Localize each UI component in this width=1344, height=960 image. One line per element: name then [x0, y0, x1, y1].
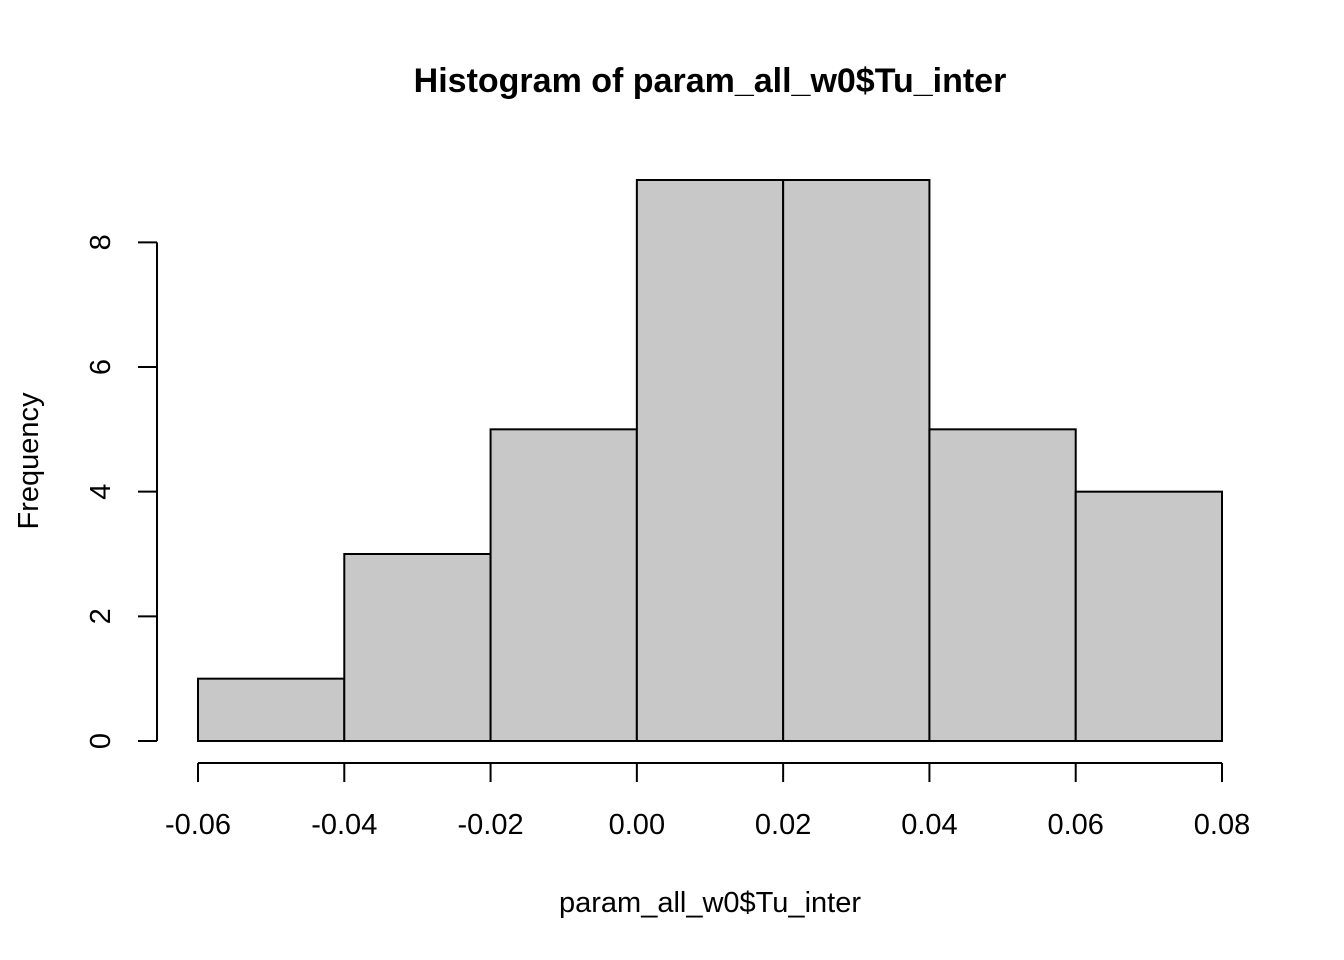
- x-tick-label-2: -0.02: [458, 809, 524, 841]
- x-tick-label-4: 0.02: [755, 809, 811, 841]
- histogram-bar-1: [343, 553, 492, 742]
- histogram-bar-2: [489, 428, 638, 742]
- chart-title: Histogram of param_all_w0$Tu_inter: [414, 62, 1007, 100]
- x-tick-label-5: 0.04: [901, 809, 957, 841]
- y-tick-label-2: 4: [85, 484, 117, 500]
- y-tick-label-1: 2: [85, 608, 117, 624]
- bars-group: [197, 179, 1223, 743]
- y-tick-label-4: 8: [85, 234, 117, 250]
- x-tick-label-0: -0.06: [165, 809, 231, 841]
- y-tick-label-3: 6: [85, 359, 117, 375]
- histogram-bar-0: [197, 677, 346, 743]
- x-tick-label-7: 0.08: [1194, 809, 1250, 841]
- x-tick-label-1: -0.04: [311, 809, 377, 841]
- y-tick-label-0: 0: [85, 733, 117, 749]
- x-tick-label-3: 0.00: [609, 809, 665, 841]
- histogram-bar-3: [635, 179, 785, 742]
- y-axis-label: Frequency: [13, 392, 45, 530]
- histogram-bar-6: [1074, 490, 1223, 742]
- x-axis-label: param_all_w0$Tu_inter: [559, 887, 861, 919]
- histogram-bar-5: [928, 428, 1077, 742]
- x-axis: -0.06 -0.04 -0.02 0.00 0.02 0.04 0.06 0.08: [165, 762, 1250, 841]
- y-axis: 0 2 4 6 8: [85, 234, 158, 749]
- histogram-bar-4: [782, 179, 931, 742]
- x-tick-label-6: 0.06: [1047, 809, 1103, 841]
